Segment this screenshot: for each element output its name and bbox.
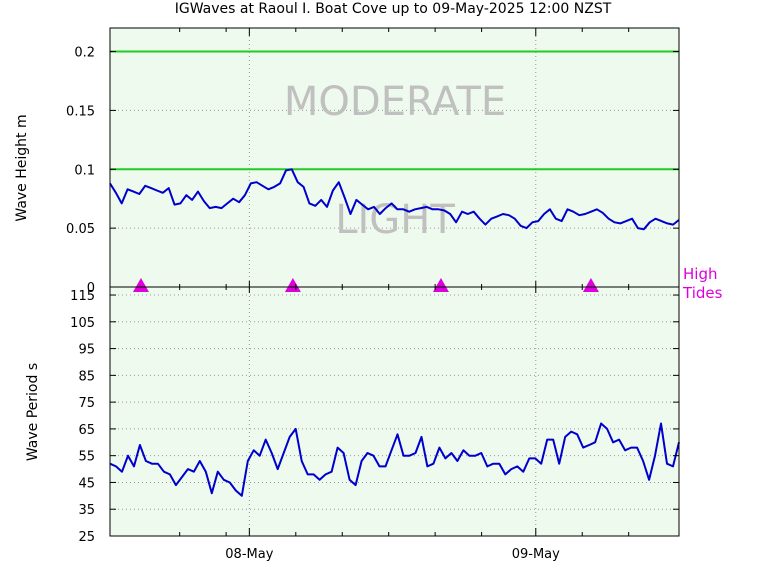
wave-height-line	[109, 168, 680, 231]
height-ytick-label-2: 0.1	[74, 163, 95, 178]
x-tick-label-1: 09-May	[512, 547, 560, 562]
data-series	[109, 168, 680, 497]
period-panel-frame	[109, 286, 680, 537]
high-tide-marker-2	[432, 278, 449, 292]
height-ytick-label-0: 0	[87, 281, 95, 296]
period-ytick-label-1: 35	[78, 503, 95, 518]
period-panel-background	[110, 287, 679, 536]
chart-title: IGWaves at Raoul I. Boat Cove up to 09-M…	[175, 1, 612, 17]
period-ytick-label-6: 85	[78, 369, 95, 384]
panel-frames	[109, 27, 680, 537]
period-ytick-label-7: 95	[78, 343, 95, 358]
wave-period-line	[109, 422, 680, 497]
height-ytick-label-4: 0.2	[74, 46, 95, 61]
x-tick-label-0: 08-May	[225, 547, 273, 562]
high-tide-marker-0	[132, 278, 149, 292]
band-label-light: LIGHT	[335, 197, 455, 243]
high-tide-marker-3	[582, 278, 599, 292]
height-axis-label: Wave Height m	[14, 114, 30, 221]
height-ytick-label-1: 0.05	[66, 222, 95, 237]
height-panel-background	[110, 28, 679, 287]
period-ytick-label-5: 75	[78, 396, 95, 411]
period-ytick-label-2: 45	[78, 476, 95, 491]
high-tide-marker-1	[284, 278, 301, 292]
threshold-lines	[110, 50, 679, 171]
period-axis-label: Wave Period s	[25, 363, 41, 461]
high-tide-markers	[132, 278, 599, 292]
period-ytick-label-8: 105	[70, 316, 95, 331]
high-tides-label-line2: Tides	[682, 284, 723, 302]
tick-labels: 0 0.05 0.1 0.15 0.2 25 35 45 55 65 75 85 95 105 115 08-…	[66, 46, 560, 562]
period-ytick-label-4: 65	[78, 423, 95, 438]
height-ytick-label-3: 0.15	[66, 104, 95, 119]
period-ytick-label-0: 25	[78, 530, 95, 545]
high-tides-label-line1: High	[683, 265, 717, 283]
period-ytick-label-9: 115	[70, 289, 95, 304]
band-label-moderate: MODERATE	[284, 79, 506, 125]
tick-marks	[110, 28, 679, 537]
period-ytick-label-3: 55	[78, 450, 95, 465]
